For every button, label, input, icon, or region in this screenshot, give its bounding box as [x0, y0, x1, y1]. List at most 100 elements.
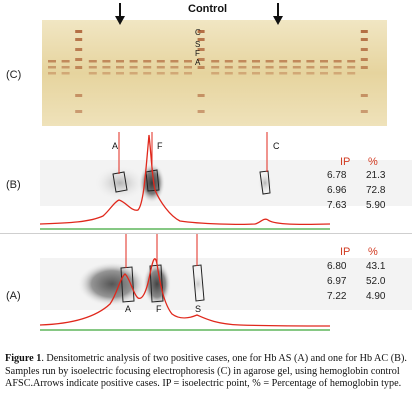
positive-arrow-icon — [115, 3, 125, 25]
gel-band — [306, 66, 315, 69]
gel-band — [116, 66, 124, 69]
gel-band — [360, 110, 368, 113]
densitometry-b-plot — [39, 132, 412, 230]
ip-value: 6.96 — [327, 185, 347, 196]
panel-c-label: (C) — [6, 69, 22, 81]
gel-band — [306, 72, 315, 75]
gel-band — [184, 60, 192, 63]
gel-band — [116, 60, 124, 63]
peak-marker — [120, 266, 135, 303]
gel-band — [61, 60, 70, 63]
gel-band — [48, 66, 56, 69]
percent-value: 52.0 — [366, 276, 386, 287]
peak-label-a: A — [125, 304, 132, 314]
gel-band — [197, 38, 205, 41]
gel-band — [347, 72, 356, 75]
gel-band — [102, 72, 111, 75]
gel-band — [102, 60, 111, 63]
gel-background — [42, 20, 387, 126]
peak-label-a: A — [112, 141, 119, 151]
ip-value: 7.63 — [327, 200, 347, 211]
caption-text: . Densitometric analysis of two positive… — [5, 353, 407, 390]
gel-band — [360, 66, 368, 69]
ip-value: 6.80 — [327, 261, 347, 272]
peak-label-f: F — [156, 304, 162, 314]
percent-value: 21.3 — [366, 170, 386, 181]
caption-lead: Figure 1 — [5, 353, 42, 364]
peak-label-s: S — [195, 304, 202, 314]
gel-band — [75, 38, 83, 41]
gel-band — [252, 72, 260, 75]
gel-band — [197, 66, 205, 69]
positive-arrow-icon — [273, 3, 283, 25]
gel-band — [292, 60, 301, 63]
gel-band — [156, 60, 165, 63]
gel-band — [347, 66, 356, 69]
gel-band — [197, 94, 205, 97]
gel-band — [143, 66, 152, 69]
panel-c-gel: (C) Control C S F A — [0, 0, 412, 132]
gel-band — [75, 48, 83, 51]
gel-band — [197, 58, 205, 61]
percent-value: 72.8 — [366, 185, 386, 196]
band-letter-a: A — [195, 58, 201, 67]
gel-band — [238, 72, 247, 75]
gel-band — [143, 72, 152, 75]
gel-band — [156, 66, 165, 69]
gel-band — [347, 60, 356, 63]
gel-band — [265, 60, 274, 63]
gel-band — [320, 60, 328, 63]
gel-band — [88, 72, 97, 75]
gel-band — [279, 72, 288, 75]
gel-band — [224, 60, 233, 63]
gel-band — [265, 72, 274, 75]
gel-band — [279, 66, 288, 69]
gel-band — [75, 110, 83, 113]
peak-marker — [192, 264, 205, 302]
densitometry-trace — [39, 258, 331, 327]
percent-header: % — [368, 246, 378, 258]
gel-band — [129, 60, 138, 63]
panel-a-densitometry: (A) A F S IP % 6.80 43.1 6.97 52.0 7.22 … — [0, 234, 412, 334]
gel-band — [211, 66, 220, 69]
gel-band — [156, 72, 165, 75]
gel-band — [238, 66, 247, 69]
ip-header: IP — [340, 156, 351, 168]
percent-value: 5.90 — [366, 200, 386, 211]
densitometry-trace — [39, 134, 331, 226]
peak-label-f: F — [157, 141, 163, 151]
gel-band — [184, 72, 192, 75]
peak-label-c: C — [273, 141, 280, 151]
gel-band — [211, 72, 220, 75]
gel-band — [252, 66, 260, 69]
percent-value: 4.90 — [366, 291, 386, 302]
gel-band — [184, 66, 192, 69]
gel-band — [102, 66, 111, 69]
gel-band — [238, 60, 247, 63]
band-smear — [78, 262, 146, 306]
panel-b-densitometry: (B) A F C IP % 6.78 21.3 6.96 72.8 7.63 … — [0, 132, 412, 230]
band-letter-f: F — [195, 49, 200, 58]
band-letter-c: C — [195, 28, 201, 37]
gel-band — [170, 72, 179, 75]
ip-value: 6.78 — [327, 170, 347, 181]
panel-b-label: (B) — [6, 179, 21, 191]
gel-band — [75, 58, 83, 61]
gel-band — [197, 110, 205, 113]
gel-band — [116, 72, 124, 75]
gel-band — [75, 66, 83, 69]
band-letter-s: S — [195, 40, 201, 49]
gel-band — [360, 94, 368, 97]
gel-band — [88, 66, 97, 69]
percent-header: % — [368, 156, 378, 168]
gel-band — [143, 60, 152, 63]
gel-band — [333, 66, 342, 69]
gel-band — [211, 60, 220, 63]
gel-band — [170, 66, 179, 69]
ip-value: 6.97 — [327, 276, 347, 287]
gel-image — [42, 3, 387, 126]
peak-marker — [145, 169, 160, 192]
gel-band — [292, 66, 301, 69]
gel-band — [224, 66, 233, 69]
figure-caption: Figure 1. Densitometric analysis of two … — [5, 353, 409, 391]
